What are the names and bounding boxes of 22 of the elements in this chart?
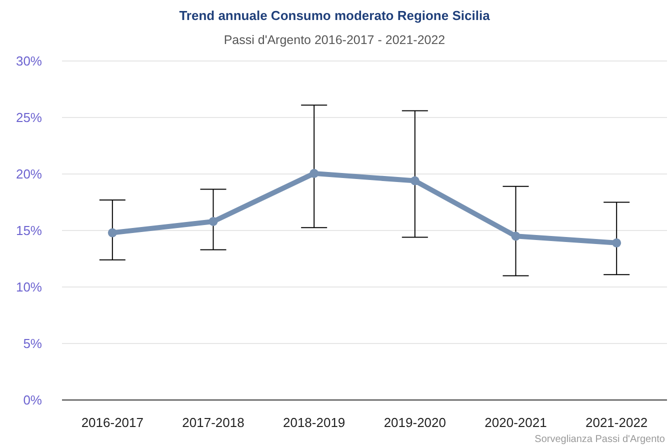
y-tick-label: 15% [16,223,42,238]
y-tick-label: 5% [23,336,42,352]
point [410,176,420,186]
x-tick-label: 2021-2022 [585,415,648,430]
y-tick-label: 0% [23,392,42,408]
x-tick-label: 2019-2020 [384,415,446,430]
y-tick-label: 25% [16,110,42,126]
text: Sorveglianza Passi d'Argento [534,434,666,445]
x-tick-label: 2020-2021 [484,415,547,430]
x-tick-label: 2017-2018 [182,415,244,430]
point [511,232,520,241]
x-tick-label: 2018-2019 [282,415,346,430]
y-tick-label: 10% [16,280,42,295]
point [208,216,218,226]
x-tick-label: 2016-2017 [81,415,144,430]
chart-title: Trend annuale Consumo moderato Regione Sicilia [179,8,491,23]
point [310,168,319,178]
point [108,228,117,238]
y-tick-label: 20% [16,166,42,182]
point [612,238,622,248]
chart-subtitle: Passi d'Argento 2016-2017 - 2021-2022 [224,33,446,47]
y-tick-label: 30% [16,54,42,69]
